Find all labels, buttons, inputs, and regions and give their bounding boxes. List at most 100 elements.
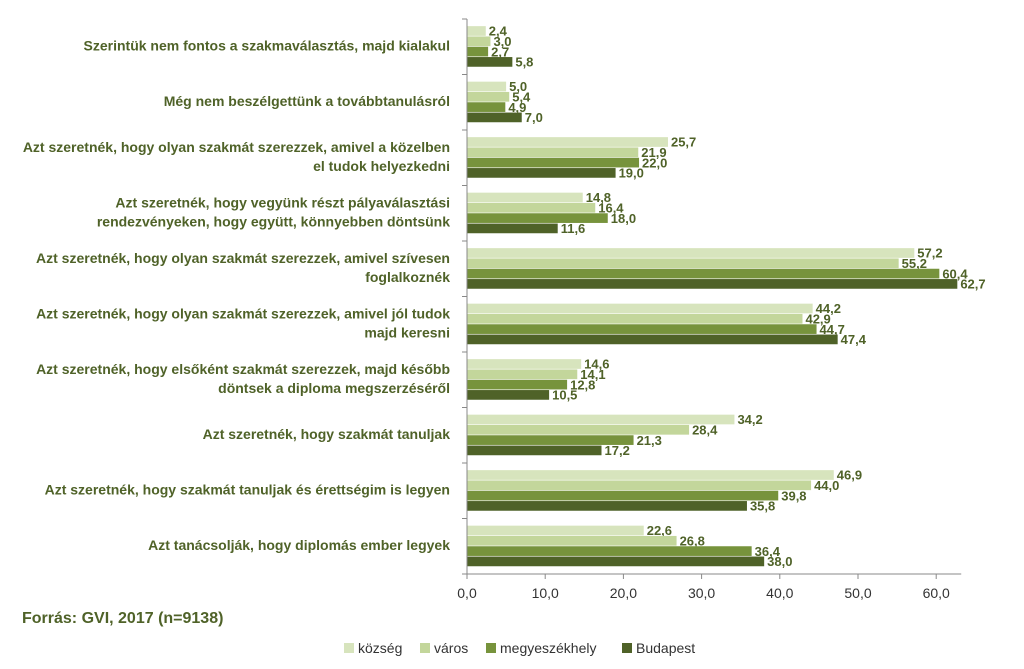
x-tick-label: 20,0 xyxy=(610,585,637,601)
data-label: 17,2 xyxy=(605,443,630,458)
bar-4-község xyxy=(467,192,583,203)
bar-8-Budapest xyxy=(467,445,602,456)
data-label: 7,0 xyxy=(525,110,543,125)
legend-label: város xyxy=(434,640,468,656)
data-label: 5,4 xyxy=(512,90,531,105)
data-label: 47,4 xyxy=(841,332,867,347)
x-tick-label: 10,0 xyxy=(532,585,559,601)
data-label: 19,0 xyxy=(619,166,644,181)
data-label: 35,8 xyxy=(750,499,775,514)
bar-8-város xyxy=(467,424,690,435)
data-label: 16,4 xyxy=(598,201,624,216)
bar-10-Budapest xyxy=(467,556,765,567)
x-axis: 0,0 10,0 20,0 30,0 40,0 50,0 60,0 xyxy=(457,18,962,601)
category-label: Azt szeretnék, hogy olyan szakmát szerez… xyxy=(36,250,450,266)
data-label: 28,4 xyxy=(692,423,718,438)
data-label: 10,5 xyxy=(552,388,577,403)
data-label: 44,2 xyxy=(816,301,841,316)
data-label: 14,8 xyxy=(586,190,611,205)
data-label: 11,6 xyxy=(561,221,586,236)
bar-4-megyeszékhely xyxy=(467,213,608,223)
category-label: rendezvényeken, hogy együtt, könnyebben … xyxy=(97,213,450,229)
data-label: 22,6 xyxy=(647,523,672,538)
bar-4-város xyxy=(467,202,596,213)
data-label: 3,0 xyxy=(493,34,511,49)
category-label: majd keresni xyxy=(364,324,450,340)
data-label: 21,9 xyxy=(641,145,666,160)
data-label: 2,4 xyxy=(489,24,508,39)
x-tick-label: 0,0 xyxy=(457,585,477,601)
source-note: Forrás: GVI, 2017 (n=9138) xyxy=(22,610,224,627)
bar-5-megyeszékhely xyxy=(467,268,940,279)
data-label: 42,9 xyxy=(805,312,830,327)
bar-7-község xyxy=(467,359,582,369)
bar-6-község xyxy=(467,303,813,314)
bar-9-város xyxy=(467,480,812,491)
legend-swatch-megyeszékhely xyxy=(486,643,496,653)
bar-7-megyeszékhely xyxy=(467,379,568,390)
data-label: 18,0 xyxy=(611,211,636,226)
category-label: el tudok helyezkedni xyxy=(313,158,450,174)
data-label: 44,0 xyxy=(814,478,839,493)
data-label: 44,7 xyxy=(820,322,845,337)
data-label: 21,3 xyxy=(637,433,662,448)
category-label: Azt szeretnék, hogy elsőként szakmát sze… xyxy=(36,361,450,377)
bar-8-megyeszékhely xyxy=(467,435,634,445)
bar-2-város xyxy=(467,91,510,102)
bar-6-megyeszékhely xyxy=(467,324,817,334)
data-label: 14,6 xyxy=(584,357,609,372)
bar-5-Budapest xyxy=(467,279,958,289)
bar-9-község xyxy=(467,470,834,480)
data-label: 2,7 xyxy=(491,44,509,59)
bar-6-Budapest xyxy=(467,334,838,345)
bar-10-város xyxy=(467,535,677,546)
category-label: Azt tanácsolják, hogy diplomás ember leg… xyxy=(148,537,450,553)
data-label: 34,2 xyxy=(737,412,762,427)
bar-3-község xyxy=(467,137,668,147)
data-label: 39,8 xyxy=(781,488,806,503)
bar-8-község xyxy=(467,414,735,425)
data-label: 5,8 xyxy=(515,55,533,70)
bar-3-megyeszékhely xyxy=(467,157,640,168)
bar-6-város xyxy=(467,313,803,324)
data-label: 36,4 xyxy=(755,544,781,559)
plot-area: 2,43,02,7 5,8 5,05,44,97,0 25,7 21,922,019,0… xyxy=(467,24,986,569)
bar-3-város xyxy=(467,147,639,158)
bar-7-város xyxy=(467,369,578,380)
x-tick-label: 60,0 xyxy=(923,585,950,601)
category-label: Azt szeretnék, hogy szakmát tanuljak és … xyxy=(45,481,450,497)
bar-10-megyeszékhely xyxy=(467,546,752,556)
data-label: 60,4 xyxy=(942,266,968,281)
category-label: Szerintük nem fontos a szakmaválasztás, … xyxy=(84,37,450,53)
data-label: 12,8 xyxy=(570,377,595,392)
category-label: döntsek a diploma megszerzéséről xyxy=(218,380,450,396)
data-label: 55,2 xyxy=(902,256,927,271)
bar-9-Budapest xyxy=(467,501,747,511)
bar-10-község xyxy=(467,525,644,536)
legend-swatch-község xyxy=(344,643,354,653)
category-label: Azt szeretnék, hogy olyan szakmát szerez… xyxy=(36,305,450,321)
bar-1-Budapest xyxy=(467,57,513,67)
bar-5-község xyxy=(467,248,915,258)
legend-label: megyeszékhely xyxy=(500,640,597,656)
category-label: foglalkoznék xyxy=(365,269,450,285)
data-label: 5,0 xyxy=(509,79,527,94)
data-label: 38,0 xyxy=(767,554,792,569)
bar-1-város xyxy=(467,36,491,47)
bar-2-megyeszékhely xyxy=(467,102,506,112)
data-label: 14,1 xyxy=(580,367,605,382)
bar-5-város xyxy=(467,258,899,269)
category-label: Azt szeretnék, hogy vegyünk részt pályav… xyxy=(115,194,450,210)
category-label: Azt szeretnék, hogy szakmát tanuljak xyxy=(203,426,451,442)
bar-3-Budapest xyxy=(467,168,616,178)
legend-label: község xyxy=(358,640,402,656)
legend-swatch-város xyxy=(420,643,430,653)
bar-1-megyeszékhely xyxy=(467,46,489,57)
bar-2-község xyxy=(467,81,507,92)
data-label: 25,7 xyxy=(671,135,696,150)
x-tick-label: 50,0 xyxy=(844,585,871,601)
legend-swatch-Budapest xyxy=(622,643,632,653)
data-label: 4,9 xyxy=(508,100,526,115)
bar-1-község xyxy=(467,26,486,36)
category-labels: Szerintük nem fontos a szakmaválasztás, … xyxy=(23,37,450,553)
